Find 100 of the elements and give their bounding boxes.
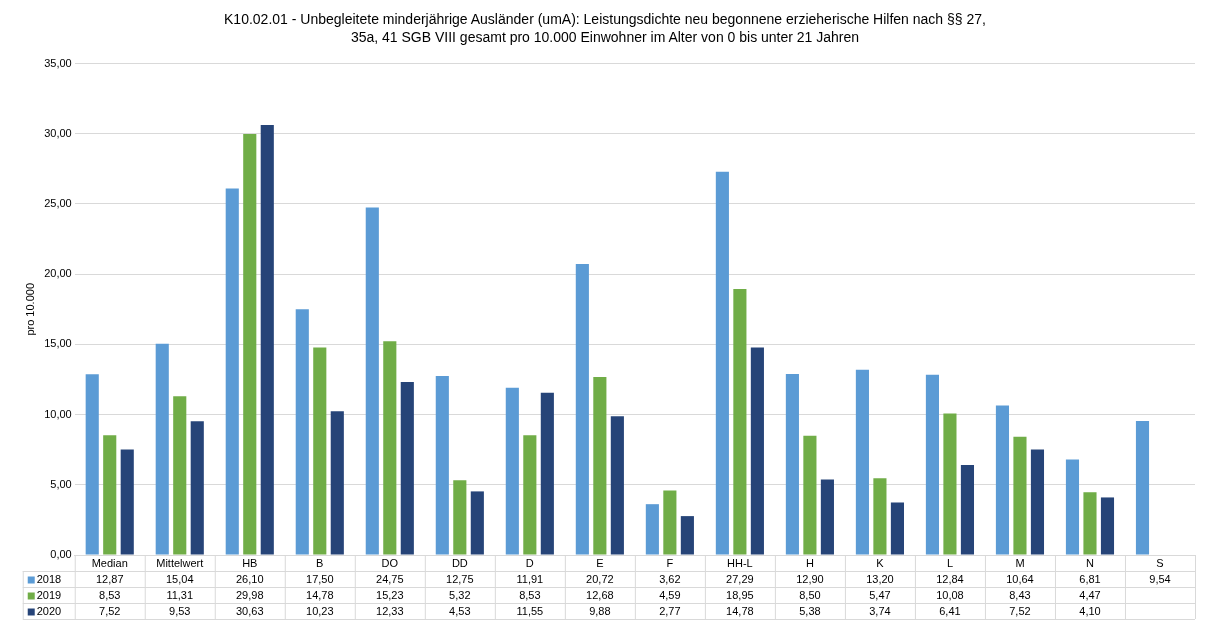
data-label: 29,98 bbox=[236, 589, 264, 602]
bar bbox=[1030, 449, 1045, 555]
bar bbox=[173, 396, 187, 555]
bar bbox=[1013, 436, 1027, 555]
x-tick-label: S bbox=[1156, 557, 1164, 570]
bar bbox=[873, 478, 887, 555]
bar bbox=[453, 480, 467, 555]
bar bbox=[785, 373, 799, 555]
bar bbox=[575, 264, 589, 555]
data-label: 12,90 bbox=[796, 573, 824, 586]
bar bbox=[383, 341, 397, 555]
data-label: 6,81 bbox=[1079, 573, 1101, 586]
chart-title: K10.02.01 - Unbegleitete minderjährige Ausländer (umA): Leistungsdichte neu begonnene erzieherische Hilfen nach §§ 27, 35a, 41 SGB VIII gesamt pro 10.000 Einwohner im Alter von 0 bis unter 21 Jahren bbox=[223, 10, 987, 47]
bar bbox=[593, 376, 607, 555]
data-label: 11,55 bbox=[516, 605, 544, 618]
x-tick-label: M bbox=[1015, 557, 1025, 570]
data-label: 5,38 bbox=[799, 605, 821, 618]
y-tick-label: 20,00 bbox=[44, 267, 72, 280]
data-label: 15,04 bbox=[165, 573, 194, 586]
bar bbox=[85, 374, 99, 555]
bar bbox=[610, 416, 624, 555]
y-tick-label: 15,00 bbox=[44, 337, 72, 350]
bar bbox=[505, 387, 519, 555]
data-label: 4,59 bbox=[659, 589, 681, 602]
data-label: 4,10 bbox=[1079, 605, 1101, 618]
data-label: 18,95 bbox=[726, 589, 754, 602]
x-tick-label: K bbox=[876, 557, 885, 570]
data-label: 4,53 bbox=[449, 605, 471, 618]
bar bbox=[645, 504, 659, 555]
bar bbox=[155, 343, 169, 555]
bar bbox=[103, 435, 117, 555]
bar bbox=[680, 516, 694, 555]
data-label: 12,33 bbox=[376, 605, 404, 618]
data-label: 2,77 bbox=[659, 605, 681, 618]
bar bbox=[190, 421, 204, 555]
bar bbox=[890, 502, 904, 555]
bar bbox=[855, 369, 869, 555]
data-label: 10,08 bbox=[936, 589, 964, 602]
bar bbox=[925, 374, 939, 555]
x-tick-label: DD bbox=[451, 557, 468, 570]
bar bbox=[1135, 421, 1150, 555]
data-label: 9,53 bbox=[169, 605, 191, 618]
data-label: 30,63 bbox=[236, 605, 264, 618]
data-label: 4,47 bbox=[1079, 589, 1101, 602]
y-tick-label: 5,00 bbox=[50, 477, 72, 490]
bar bbox=[663, 490, 677, 555]
x-tick-label: L bbox=[946, 557, 953, 570]
y-tick-label: 0,00 bbox=[50, 548, 72, 561]
bar bbox=[1065, 459, 1080, 555]
bar bbox=[803, 435, 817, 555]
x-tick-label: B bbox=[316, 557, 324, 570]
bar bbox=[995, 405, 1010, 555]
bar bbox=[225, 188, 239, 555]
data-label: 9,88 bbox=[589, 605, 611, 618]
x-tick-label: F bbox=[666, 557, 674, 570]
bar bbox=[523, 435, 537, 555]
data-label: 7,52 bbox=[99, 605, 121, 618]
data-label: 11,91 bbox=[516, 573, 544, 586]
bar bbox=[943, 413, 957, 555]
data-label: 20,72 bbox=[586, 573, 614, 586]
data-label: 17,50 bbox=[306, 573, 334, 586]
y-axis-title: pro 10.000 bbox=[23, 283, 36, 336]
data-label: 14,78 bbox=[306, 589, 334, 602]
x-tick-label: HH-L bbox=[727, 557, 753, 570]
x-tick-label: Mittelwert bbox=[156, 557, 204, 570]
bar bbox=[540, 392, 554, 555]
legend-label: 2018 bbox=[36, 573, 62, 586]
data-label: 11,31 bbox=[166, 589, 194, 602]
data-label: 8,53 bbox=[519, 589, 541, 602]
data-label: 13,20 bbox=[866, 573, 894, 586]
bar bbox=[435, 375, 449, 555]
data-label: 15,23 bbox=[376, 589, 404, 602]
x-tick-label: E bbox=[596, 557, 604, 570]
bar bbox=[733, 288, 747, 555]
bar bbox=[313, 347, 327, 555]
x-tick-label: DO bbox=[381, 557, 399, 570]
bar bbox=[960, 465, 975, 555]
data-label: 12,75 bbox=[446, 573, 474, 586]
data-label: 26,10 bbox=[236, 573, 264, 586]
data-label: 5,32 bbox=[449, 589, 471, 602]
bar bbox=[1100, 497, 1115, 555]
legend-label: 2020 bbox=[36, 605, 62, 618]
data-label: 10,64 bbox=[1006, 573, 1034, 586]
data-label: 6,41 bbox=[939, 605, 961, 618]
bar bbox=[400, 381, 414, 555]
bar bbox=[243, 134, 257, 555]
bar bbox=[715, 171, 729, 555]
bar bbox=[330, 411, 344, 555]
bar bbox=[820, 479, 834, 555]
bar bbox=[120, 449, 134, 555]
bar bbox=[260, 124, 274, 555]
y-tick-label: 10,00 bbox=[44, 407, 72, 420]
data-label: 12,68 bbox=[586, 589, 614, 602]
data-label: 9,54 bbox=[1149, 573, 1171, 586]
data-label: 12,87 bbox=[95, 573, 124, 586]
bar bbox=[470, 491, 484, 555]
data-label: 14,78 bbox=[726, 605, 754, 618]
data-label: 3,62 bbox=[659, 573, 681, 586]
data-label: 5,47 bbox=[869, 589, 891, 602]
x-tick-label: HB bbox=[242, 557, 258, 570]
